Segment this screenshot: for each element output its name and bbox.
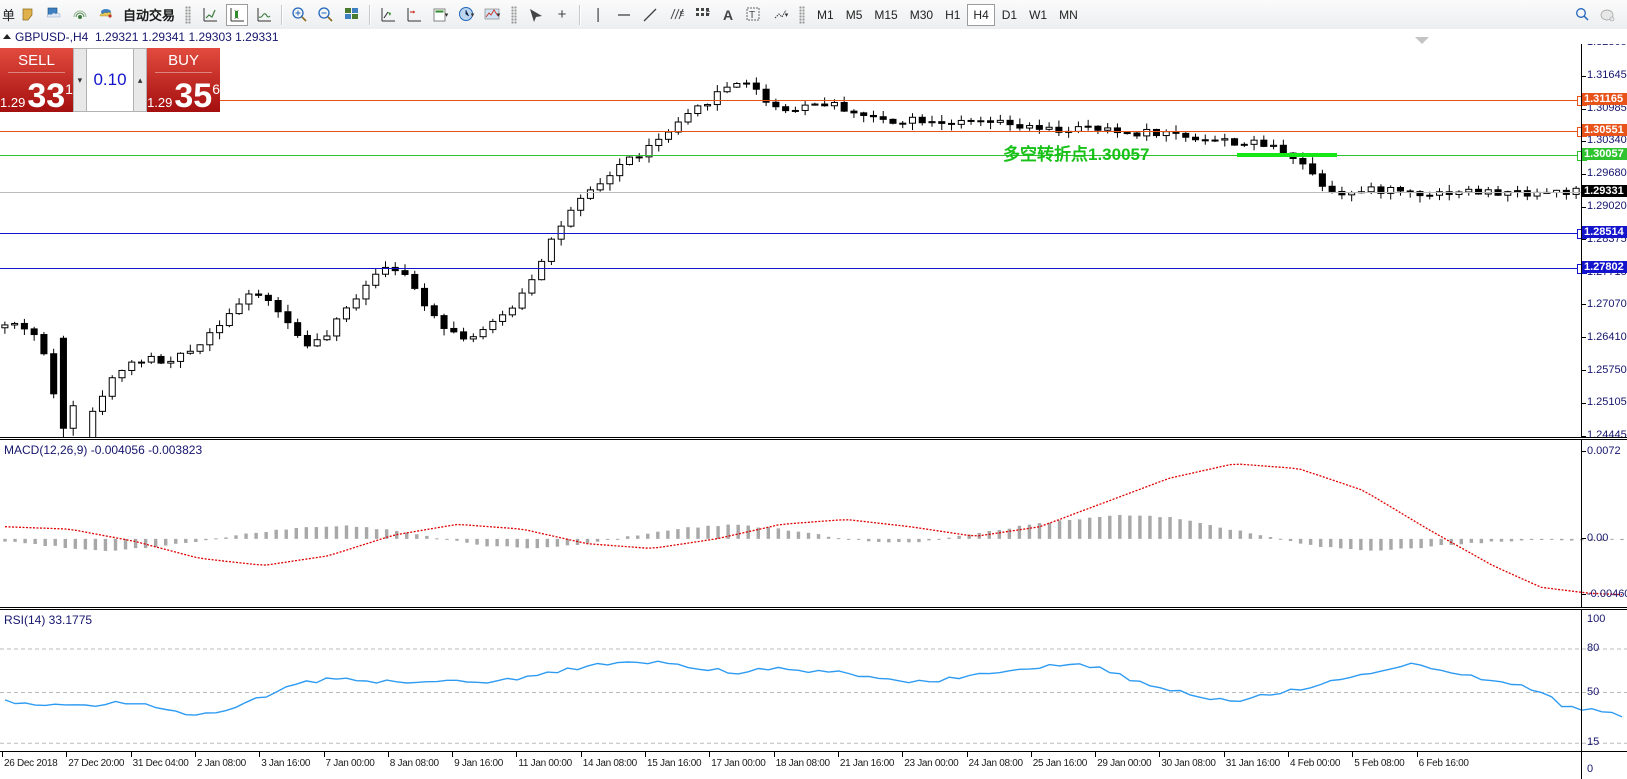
svg-text:T: T [749, 10, 755, 21]
